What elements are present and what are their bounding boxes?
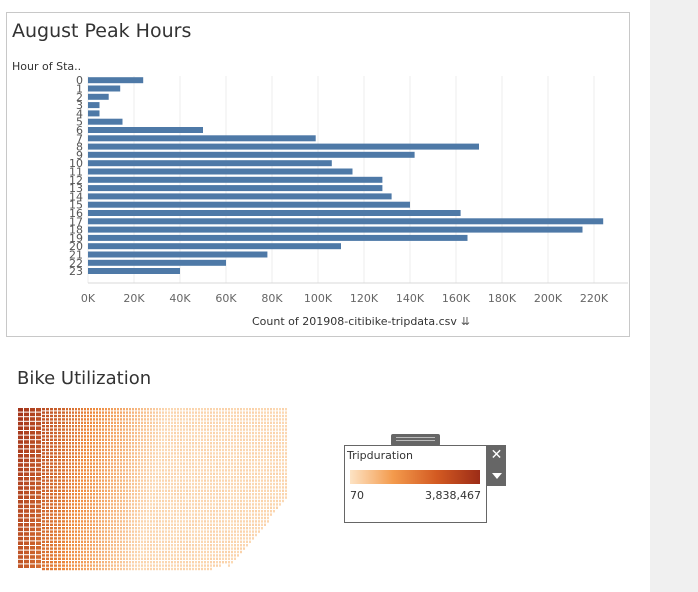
legend-max-label: 3,838,467 [425, 489, 481, 502]
x-tick-label: 160K [442, 292, 471, 305]
x-tick-label: 100K [304, 292, 333, 305]
chevron-down-icon[interactable] [487, 466, 506, 486]
sort-descending-icon[interactable]: ⇊ [461, 315, 470, 328]
legend-color-ramp [350, 470, 480, 484]
x-tick-label: 140K [396, 292, 425, 305]
x-tick-label: 200K [534, 292, 563, 305]
x-tick-label: 220K [580, 292, 609, 305]
x-tick-label: 120K [350, 292, 379, 305]
legend-title: Tripduration [347, 449, 413, 462]
heatmap-cells[interactable] [18, 408, 287, 570]
close-icon[interactable]: ✕ [487, 445, 506, 465]
bike-utilization-heatmap[interactable] [0, 0, 300, 592]
x-tick-label: 180K [488, 292, 517, 305]
right-margin-strip [650, 0, 698, 592]
legend-controls: ✕ [487, 445, 506, 486]
color-legend: Tripduration 70 3,838,467 [344, 445, 487, 523]
legend-min-label: 70 [350, 489, 364, 502]
